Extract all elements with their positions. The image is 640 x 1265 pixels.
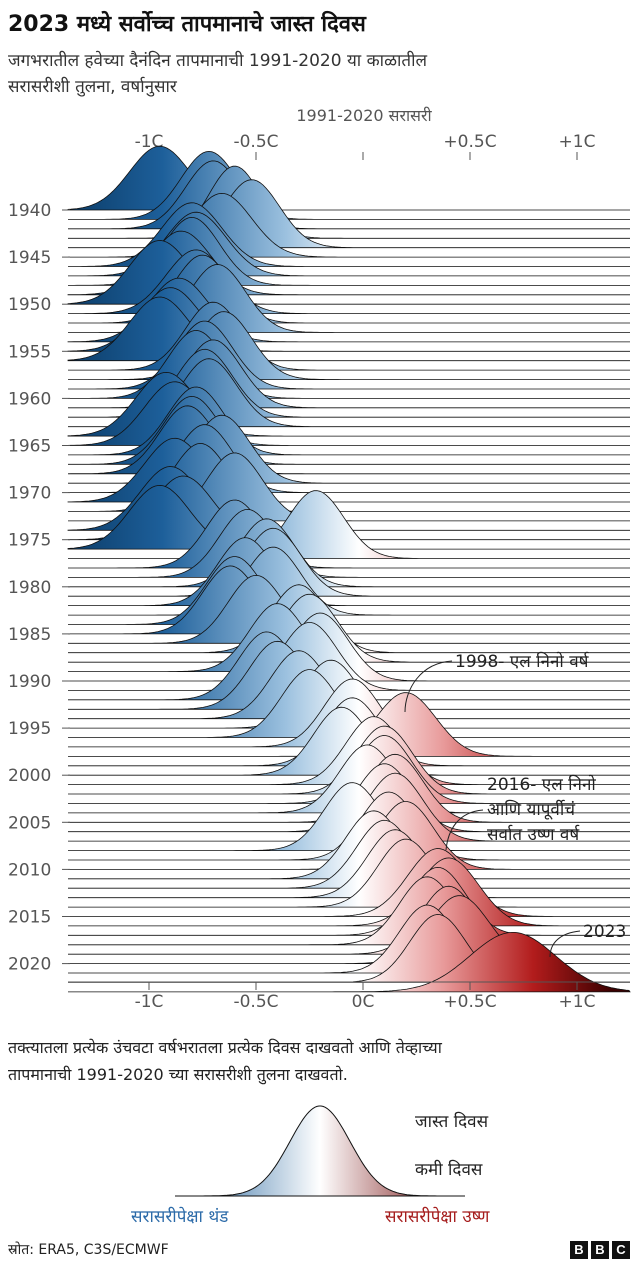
bbc-logo-letter: B	[570, 1241, 588, 1259]
year-label: 2000	[8, 766, 51, 786]
ridge-2014	[68, 838, 630, 908]
bottom-tick-label: +0.5C	[443, 992, 496, 1012]
ridgeline-chart: 1991-2020 सरासरी -1C -0.5C +0.5C +1C 1940 19…	[8, 106, 631, 1227]
annotation-2016-line3: सर्वात उष्ण वर्ष	[487, 824, 580, 845]
legend-colder-label: सरासरीपेक्षा थंड	[131, 1206, 229, 1227]
ridge-1983	[68, 546, 630, 616]
legend-warmer-label: सरासरीपेक्षा उष्ण	[385, 1206, 490, 1227]
ridge-1978	[68, 499, 630, 569]
ridge-2001	[68, 716, 630, 785]
bbc-logo: B B C	[570, 1241, 630, 1259]
annotation-2023-pointer	[549, 930, 581, 958]
year-label: 1960	[8, 389, 51, 409]
bottom-tick-label: 0C	[352, 992, 375, 1012]
bottom-tick-label: -0.5C	[233, 992, 278, 1012]
year-label: 1975	[8, 531, 51, 551]
year-label: 1945	[8, 248, 51, 268]
ridge-1990	[68, 612, 630, 682]
legend-more-days: जास्त दिवस	[415, 1111, 489, 1132]
year-label: 1990	[8, 672, 51, 692]
year-label: 1995	[8, 719, 51, 739]
annotation-2016-line2: आणि यापूर्वीचं	[487, 799, 576, 820]
bottom-tick-label: -1C	[135, 992, 164, 1012]
annotation-2016-line1: 2016- एल निनो	[487, 774, 596, 795]
ridge-2013	[68, 829, 630, 899]
bottom-tick-label: +1C	[559, 992, 596, 1012]
ridge-2023	[68, 932, 631, 993]
explanation-line2: तापमानाची 1991-2020 च्या सरासरीशी तुलना …	[8, 1065, 348, 1084]
x-axis-top-label: 1991-2020 सरासरी	[296, 106, 432, 125]
year-label: 1985	[8, 625, 51, 645]
year-label: 1950	[8, 295, 51, 315]
top-tick-label: -0.5C	[233, 132, 278, 152]
ridge-2011	[68, 810, 630, 880]
year-label: 1965	[8, 437, 51, 457]
annotation-1998: 1998- एल निनो वर्ष	[455, 651, 590, 672]
bbc-logo-letter: B	[591, 1241, 609, 1259]
annotation-2016-pointer	[445, 809, 484, 851]
year-label: 1980	[8, 578, 51, 598]
source-note: स्रोत: ERA5, C3S/ECMWF	[8, 1242, 169, 1258]
year-label: 2010	[8, 860, 51, 880]
ridge-1940	[67, 145, 630, 211]
year-label: 2020	[8, 955, 51, 975]
bbc-logo-letter: C	[612, 1241, 630, 1259]
ridge-1977	[68, 490, 630, 559]
top-tick-label: +1C	[559, 132, 596, 152]
ridge-2008	[68, 782, 630, 851]
ridge-2004	[68, 744, 630, 814]
chart-subtitle-line1: जगभरातील हवेच्या दैनंदिन तापमानाची 1991-…	[8, 51, 428, 71]
ridge-1980	[68, 518, 630, 588]
year-label: 1970	[8, 484, 51, 504]
ridge-2015	[68, 848, 630, 917]
chart-title: 2023 मध्ये सर्वोच्च तापमानाचे जास्त दिवस	[8, 12, 366, 37]
ridge-2012	[68, 819, 630, 889]
ridge-1985	[68, 565, 630, 635]
year-label: 1955	[8, 342, 51, 362]
explanation-line1: तक्त्यातला प्रत्येक उंचवटा वर्षभरातला प्…	[8, 1038, 442, 1057]
year-label: 2005	[8, 813, 51, 833]
ridge-2017	[68, 866, 630, 936]
legend-fewer-days: कमी दिवस	[415, 1159, 483, 1180]
annotation-2023: 2023	[583, 922, 626, 942]
annotation-1998-pointer	[404, 660, 453, 713]
ridge-1981	[68, 527, 630, 597]
chart-subtitle-line2: सरासरीशी तुलना, वर्षानुसार	[8, 77, 177, 97]
ridge-2016	[68, 857, 630, 927]
top-tick-label: +0.5C	[443, 132, 496, 152]
year-label: 2015	[8, 908, 51, 928]
year-label: 1940	[8, 201, 51, 221]
ridge-1979	[68, 508, 630, 578]
